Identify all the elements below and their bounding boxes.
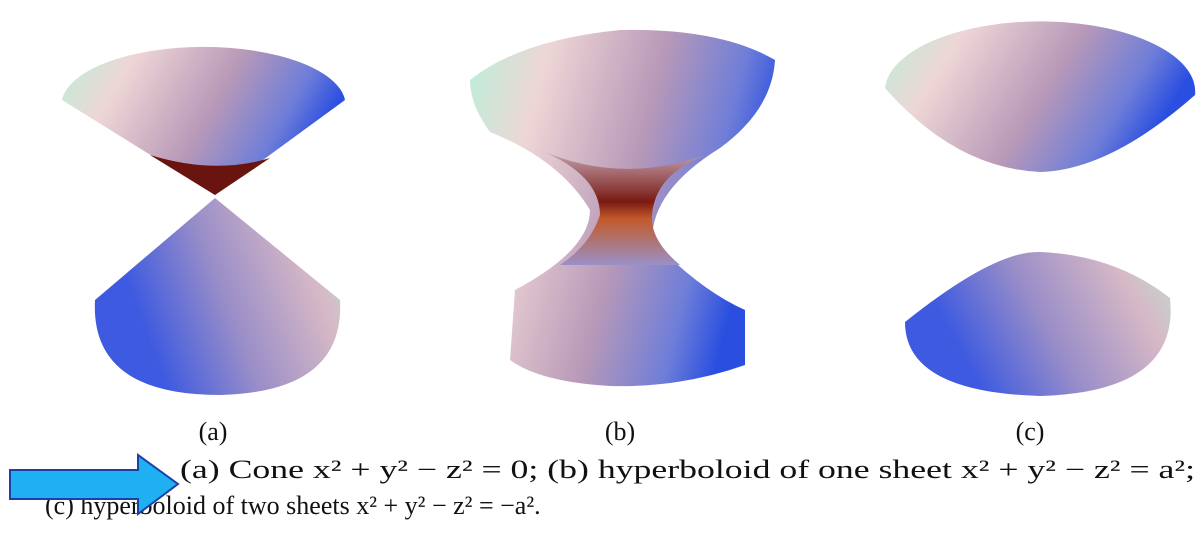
panel-label: (a) bbox=[199, 417, 228, 446]
caption-line: (a) Cone x² + y² − z² = 0; (b) hyperbolo… bbox=[180, 455, 1195, 484]
panel-label: (c) bbox=[1016, 417, 1045, 446]
panel-label: (b) bbox=[605, 417, 635, 446]
cone-lower bbox=[95, 198, 340, 395]
hyperboloid-two-sheets-upper bbox=[885, 21, 1195, 172]
hyperboloid-two-sheets-lower bbox=[905, 252, 1171, 396]
figure: (a) (b) (c) (a) Cone x² + y² − z² = 0; (… bbox=[0, 0, 1204, 549]
page: {"figure": { "panels": [{"label": "(a)"}… bbox=[0, 0, 1204, 549]
